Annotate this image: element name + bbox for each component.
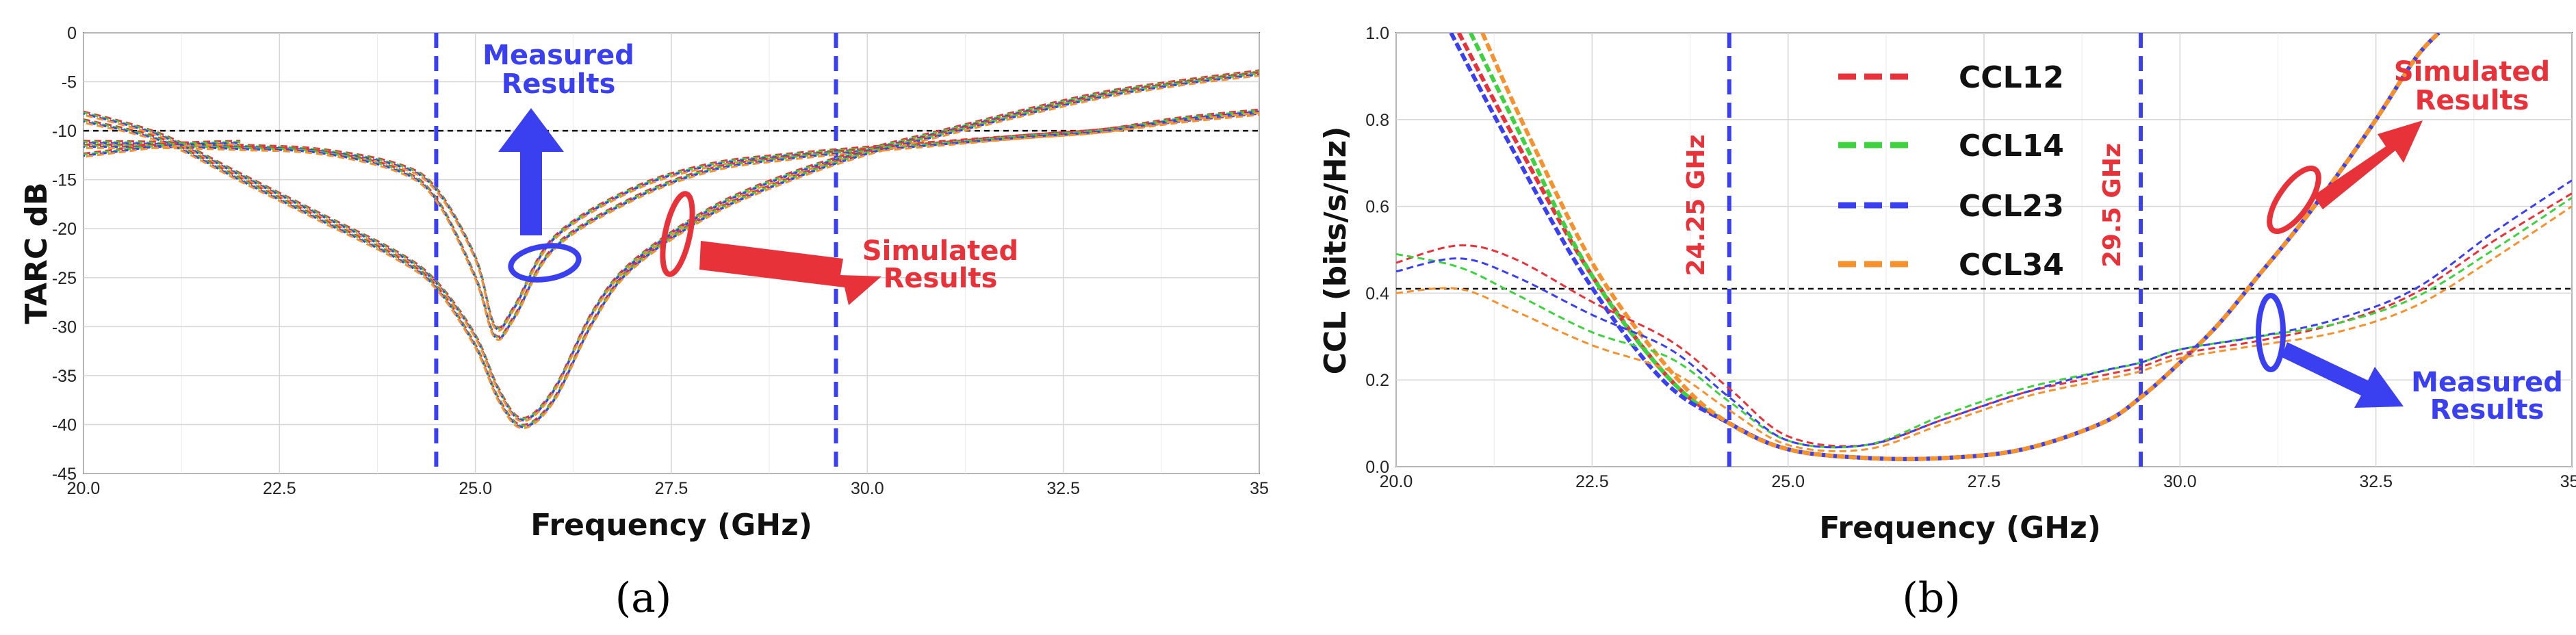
panel-b-y-label: CCL (bits/s/Hz)	[1318, 127, 1353, 375]
panel-a-x-label: Frequency (GHz)	[530, 508, 812, 543]
series-line-simulated-3-2	[83, 142, 241, 157]
y-tick-label: -25	[52, 269, 77, 288]
x-tick-label: 20.0	[67, 479, 101, 498]
legend-label-ccl34: CCL34	[1959, 248, 2064, 283]
series-line-simulated-1-1	[83, 70, 1259, 421]
panel-a-simulated-line1: Simulated	[862, 235, 1018, 267]
y-tick-label: 0.8	[1365, 111, 1389, 130]
y-tick-label: -45	[52, 465, 77, 484]
y-tick-label: 1.0	[1365, 24, 1389, 43]
panel-b-simulated-arrow	[2313, 120, 2423, 209]
panel-b-simulated-annotation: Simulated Results	[2267, 56, 2550, 234]
panel-a-y-label: TARC dB	[19, 182, 54, 324]
x-tick-label: 20.0	[1380, 472, 1413, 491]
x-tick-label: 35.	[2560, 472, 2576, 491]
series-line-measured-2-3	[83, 112, 1259, 341]
y-tick-label: -40	[52, 415, 77, 435]
y-tick-label: -30	[52, 318, 77, 337]
legend-label-ccl23: CCL23	[1959, 189, 2064, 224]
series-line-measured-1-0	[83, 110, 1259, 329]
series-line-simulated-3-0	[83, 140, 241, 155]
panel-a-y-ticks: 0 -5 -10 -15 -20 -25 -30 -35 -40 -45	[52, 24, 77, 484]
series-line-meas-CCL14	[1396, 196, 2572, 449]
panel-b-x-ticks: 20.0 22.5 25.0 27.5 30.0 32.5 35.	[1380, 472, 2576, 491]
panel-a-x-ticks: 20.0 22.5 25.0 27.5 30.0 32.5 35	[67, 479, 1269, 498]
x-tick-label: 25.0	[459, 479, 492, 498]
series-line-meas-CCL12	[1396, 192, 2572, 448]
x-tick-label: 22.5	[263, 479, 296, 498]
panel-b-measured-arrow	[2282, 342, 2404, 408]
panel-b-y-ticks: 0.0 0.2 0.4 0.6 0.8 1.0	[1365, 24, 1389, 477]
series-line-simulated-2-3	[83, 75, 1259, 430]
panel-a-simulated-line2: Results	[884, 263, 998, 294]
panel-b-simulated-line2: Results	[2415, 85, 2529, 116]
panel-a-measured-line1: Measured	[482, 40, 634, 71]
x-tick-label: 35	[1250, 479, 1269, 498]
panel-b: 20.0 22.5 25.0 27.5 30.0 32.5 35. 0.0 0.2 0.4 0.6…	[1318, 24, 2576, 622]
panel-b-vline-label-1: 24.25 GHz	[1682, 134, 1710, 276]
x-tick-label: 32.5	[2359, 472, 2393, 491]
panel-a-simulated-ellipse	[660, 191, 695, 277]
y-tick-label: -35	[52, 367, 77, 386]
y-tick-label: -10	[52, 122, 77, 141]
y-tick-label: 0.4	[1365, 284, 1389, 303]
y-tick-label: -20	[52, 220, 77, 239]
panel-b-simulated-line1: Simulated	[2394, 56, 2550, 88]
x-tick-label: 30.0	[2163, 472, 2197, 491]
x-tick-label: 25.0	[1771, 472, 1805, 491]
series-line-measured-1-3	[83, 114, 1259, 332]
panel-a: 20.0 22.5 25.0 27.5 30.0 32.5 35 0 -5 -10 -15 -20 -…	[19, 24, 1269, 622]
x-tick-label: 27.5	[1968, 472, 2001, 491]
panel-a-simulated-annotation: Simulated Results	[660, 191, 1018, 305]
panel-b-measured-annotation: Measured Results	[2256, 293, 2563, 426]
y-tick-label: 0.0	[1365, 458, 1389, 477]
x-tick-label: 32.5	[1046, 479, 1080, 498]
y-tick-label: 0	[67, 24, 77, 43]
panel-b-legend: CCL12 CCL14 CCL23 CCL34	[1838, 60, 2064, 283]
panel-a-measured-line2: Results	[502, 68, 616, 100]
series-line-sim-CCL34	[1480, 33, 2440, 461]
panel-a-band-lines	[434, 33, 838, 474]
series-line-simulated-3-1	[83, 141, 241, 156]
y-tick-label: -5	[62, 73, 77, 92]
panel-a-measured-ellipse	[508, 243, 582, 283]
panel-b-measured-line2: Results	[2430, 394, 2545, 426]
panel-a-measured-annotation: Measured Results	[482, 40, 634, 283]
series-line-meas-CCL34	[1396, 205, 2572, 452]
series-line-measured-2-0	[83, 108, 1259, 338]
y-tick-label: 0.2	[1365, 371, 1389, 390]
panel-a-simulated-arrow	[699, 241, 881, 305]
legend-label-ccl14: CCL14	[1959, 129, 2064, 164]
panel-a-label: (a)	[615, 574, 672, 622]
series-line-measured-2-2	[83, 110, 1259, 340]
series-line-measured-1-2	[83, 112, 1259, 331]
panel-a-series	[83, 69, 1259, 430]
panel-b-band-lines	[1727, 33, 2143, 467]
panel-b-simulated-ellipse	[2267, 166, 2321, 234]
series-line-meas-CCL23	[1396, 179, 2572, 449]
y-tick-label: -15	[52, 171, 77, 190]
x-tick-label: 27.5	[655, 479, 688, 498]
panel-a-measured-arrow	[498, 108, 564, 235]
x-tick-label: 30.0	[851, 479, 884, 498]
panel-b-x-label: Frequency (GHz)	[1819, 510, 2101, 545]
series-line-simulated-3-3	[83, 143, 241, 158]
legend-label-ccl12: CCL12	[1959, 60, 2064, 95]
panel-b-vline-label-2: 29.5 GHz	[2098, 143, 2126, 268]
panel-b-measured-ellipse	[2256, 293, 2286, 372]
series-line-simulated-2-2	[83, 73, 1259, 428]
panel-b-label: (b)	[1902, 574, 1960, 622]
y-tick-label: 0.6	[1365, 198, 1389, 217]
panel-b-measured-line1: Measured	[2411, 367, 2563, 398]
x-tick-label: 22.5	[1575, 472, 1609, 491]
series-line-simulated-1-3	[83, 73, 1259, 423]
